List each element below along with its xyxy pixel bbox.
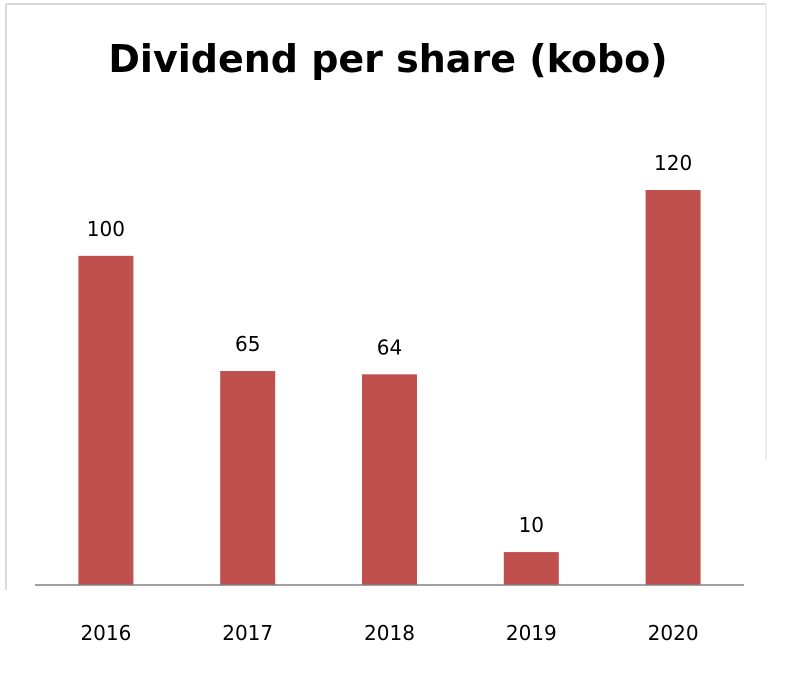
bar-2018 — [362, 374, 417, 585]
data-label-2020: 120 — [654, 151, 692, 175]
bar-2019 — [503, 552, 559, 585]
x-tick-label-2018: 2018 — [364, 621, 415, 645]
data-label-2019: 10 — [519, 513, 544, 537]
bar-2020 — [645, 190, 701, 585]
bars-group — [78, 190, 701, 586]
data-labels-group: 100 65 64 10 120 — [87, 151, 692, 537]
x-tick-label-2020: 2020 — [648, 621, 699, 645]
x-tick-label-2019: 2019 — [506, 621, 557, 645]
data-label-2017: 65 — [235, 332, 260, 356]
x-tick-label-2017: 2017 — [222, 621, 273, 645]
bar-2017 — [220, 371, 276, 585]
data-label-2018: 64 — [377, 335, 402, 359]
x-tick-labels-group: 2016 2017 2018 2019 2020 — [80, 621, 698, 645]
data-label-2016: 100 — [87, 217, 125, 241]
x-tick-label-2016: 2016 — [80, 621, 131, 645]
chart-title: Dividend per share (kobo) — [108, 37, 667, 81]
bar-2016 — [78, 255, 134, 586]
